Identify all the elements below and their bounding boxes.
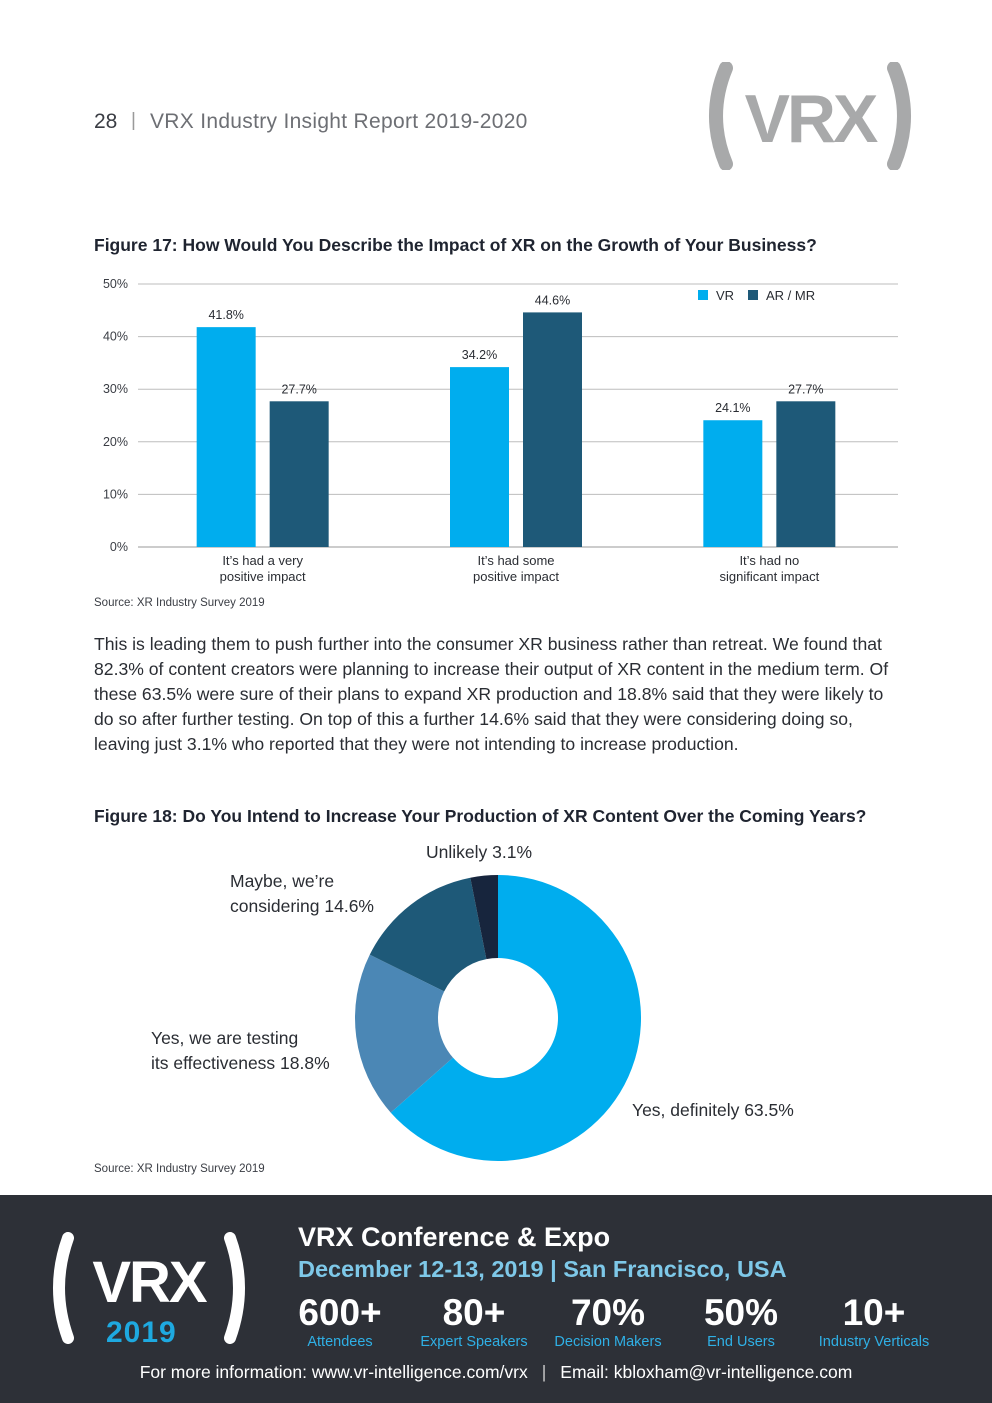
stat-end-users: 50% End Users [671, 1293, 811, 1351]
label-maybe: Maybe, we’re considering 14.6% [230, 869, 374, 919]
website-link[interactable]: For more information: www.vr-intelligenc… [139, 1362, 528, 1382]
data-label: 34.2% [462, 348, 497, 362]
slice-yes-definitely [390, 875, 641, 1161]
stat-speakers: 80+ Expert Speakers [404, 1293, 544, 1351]
y-tick-label: 0% [110, 540, 128, 554]
slice-unlikely [470, 875, 498, 960]
bar-ar-mr [523, 312, 582, 547]
figure-17-source: Source: XR Industry Survey 2019 [94, 597, 265, 609]
email-link[interactable]: Email: kbloxham@vr-intelligence.com [560, 1362, 853, 1382]
stat-label: Decision Makers [554, 1334, 662, 1350]
data-label: 44.6% [535, 293, 570, 307]
header-separator: | [131, 110, 136, 131]
stat-verticals: 10+ Industry Verticals [804, 1293, 944, 1351]
label-yes-testing-line-1: Yes, we are testing [151, 1028, 299, 1048]
vrx-2019-logo: VRX [53, 1232, 245, 1344]
production-donut-chart [355, 875, 641, 1161]
stat-value: 70% [570, 1292, 646, 1333]
stat-label: Expert Speakers [420, 1334, 528, 1350]
body-paragraph: This is leading them to push further int… [94, 634, 889, 754]
data-label: 27.7% [281, 382, 316, 396]
label-yes-testing: Yes, we are testing its effectiveness 18… [151, 1026, 330, 1076]
stat-value: 80+ [442, 1292, 506, 1333]
stat-value: 10+ [842, 1292, 906, 1333]
contact-separator: | [541, 1362, 547, 1382]
page-number: 28 [94, 110, 118, 133]
banner-title: VRX Conference & Expo [298, 1222, 611, 1252]
legend-swatch-ar-mr [748, 290, 758, 300]
banner-year: 2019 [106, 1316, 177, 1349]
bar-ar-mr [269, 401, 329, 547]
label-unlikely-line-1: Unlikely 3.1% [426, 842, 533, 862]
figure-18-title: Figure 18: Do You Intend to Increase You… [94, 806, 867, 826]
legend-label-vr: VR [716, 288, 734, 303]
bar-vr [450, 367, 509, 547]
stat-attendees: 600+ Attendees [270, 1293, 410, 1351]
bar-vr [196, 327, 256, 547]
stat-label: Industry Verticals [818, 1334, 930, 1350]
y-tick-label: 50% [103, 277, 128, 291]
vrx-logo: VRX [709, 62, 911, 170]
x-tick-label: It’s had a very [222, 553, 303, 568]
label-maybe-line-2: considering 14.6% [230, 896, 374, 916]
label-yes-definitely: Yes, definitely 63.5% [632, 1098, 794, 1123]
impact-bar-chart: 0% 10% 20% 30% 40% 50% 41.8% 27.7% It’s had a ve… [103, 277, 898, 584]
conference-banner [0, 1195, 992, 1403]
data-label: 24.1% [715, 401, 750, 415]
x-tick-label: positive impact [220, 569, 306, 584]
stat-value: 600+ [298, 1292, 382, 1333]
report-title: VRX Industry Insight Report 2019-2020 [150, 110, 528, 133]
stat-label: Attendees [307, 1334, 373, 1350]
y-tick-label: 20% [103, 435, 128, 449]
legend-label-ar-mr: AR / MR [766, 288, 815, 303]
figure-17-title: Figure 17: How Would You Describe the Im… [94, 235, 817, 255]
slice-maybe [369, 877, 487, 992]
vrx-logo-text: VRX [745, 81, 878, 157]
y-tick-label: 10% [103, 487, 128, 501]
slice-yes-testing [355, 954, 453, 1113]
bar-ar-mr [776, 401, 836, 547]
label-yes-testing-line-2: its effectiveness 18.8% [151, 1053, 330, 1073]
x-tick-label: significant impact [719, 569, 819, 584]
label-maybe-line-1: Maybe, we’re [230, 871, 335, 891]
contact-info: For more information: www.vr-intelligenc… [0, 1362, 992, 1383]
data-label: 27.7% [788, 382, 823, 396]
stat-value: 50% [703, 1292, 779, 1333]
bar-vr [703, 420, 763, 547]
label-yes-definitely-line-1: Yes, definitely 63.5% [632, 1100, 794, 1120]
y-tick-label: 40% [103, 330, 128, 344]
figure-18-source: Source: XR Industry Survey 2019 [94, 1163, 265, 1175]
stat-label: End Users [707, 1334, 775, 1350]
stat-decision-makers: 70% Decision Makers [538, 1293, 678, 1351]
vrx-2019-logo-text: VRX [92, 1250, 208, 1315]
legend-swatch-vr [698, 290, 708, 300]
x-tick-label: It’s had some [477, 553, 554, 568]
x-tick-label: It’s had no [739, 553, 799, 568]
x-tick-label: positive impact [473, 569, 559, 584]
banner-date-location: December 12-13, 2019 | San Francisco, US… [298, 1256, 787, 1282]
data-label: 41.8% [208, 308, 243, 322]
label-unlikely: Unlikely 3.1% [426, 840, 532, 865]
y-tick-label: 30% [103, 382, 128, 396]
